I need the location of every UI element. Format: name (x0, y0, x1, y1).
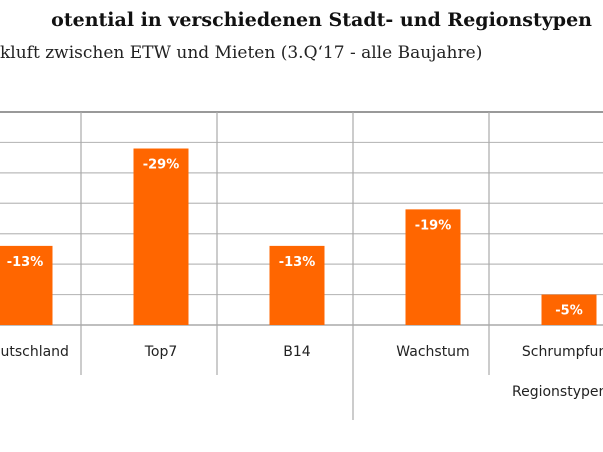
bar-wachstum (405, 209, 461, 325)
data-label: -19% (415, 218, 452, 233)
category-label: Schrumpfung (522, 344, 603, 360)
data-label: -5% (555, 304, 582, 319)
category-label: B14 (283, 344, 311, 360)
group-label-regionstypen: Regionstypen (512, 384, 603, 400)
category-label: Deutschland (0, 344, 69, 360)
bar-schrumpfung (541, 294, 597, 325)
bar-b14 (269, 245, 325, 325)
bar-top7 (133, 148, 189, 325)
data-label: -13% (7, 255, 44, 270)
data-label: -13% (279, 255, 316, 270)
category-label: Top7 (144, 344, 178, 360)
bar-deutschland (0, 245, 53, 325)
chart-title: otential in verschiedenen Stadt- und Reg… (51, 9, 592, 31)
data-label: -29% (143, 158, 180, 173)
chart-subtitle: kluft zwischen ETW und Mieten (3.Q‘17 - … (0, 43, 482, 63)
category-label: Wachstum (396, 344, 469, 360)
